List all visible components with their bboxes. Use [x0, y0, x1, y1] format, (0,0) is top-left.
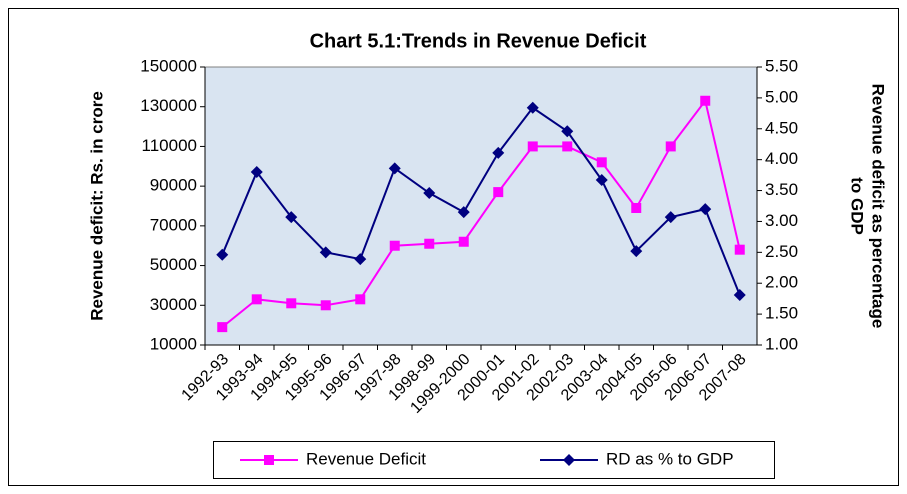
y2-tick-label: 2.50: [765, 242, 798, 261]
point: [285, 211, 298, 224]
y2-axis-label: Revenue deficit as percentage: [869, 84, 888, 329]
y-tick-label: 50000: [150, 255, 197, 274]
y-axis-label: Revenue deficit: Rs. in crore: [87, 91, 106, 321]
point: [630, 245, 643, 258]
point: [526, 101, 539, 114]
y2-axis-label: to GDP: [848, 177, 867, 235]
chart-title: Chart 5.1:Trends in Revenue Deficit: [310, 30, 647, 52]
point: [733, 288, 746, 301]
point: [596, 157, 607, 168]
point: [699, 203, 712, 216]
legend-marker: [264, 455, 274, 465]
point: [562, 141, 573, 152]
y2-tick-label: 5.50: [765, 56, 798, 75]
y2-tick-label: 1.50: [765, 304, 798, 323]
point: [492, 146, 505, 159]
point: [493, 187, 504, 198]
point: [631, 202, 642, 213]
y-tick-label: 70000: [150, 215, 197, 234]
point: [423, 187, 436, 200]
point: [664, 211, 677, 224]
point: [665, 141, 676, 152]
point: [700, 95, 711, 106]
series-line: [221, 98, 741, 328]
y-tick-label: 10000: [150, 334, 197, 353]
point: [286, 298, 297, 309]
point: [354, 253, 367, 266]
y2-tick-label: 5.00: [765, 87, 798, 106]
point: [561, 125, 574, 138]
y-tick-label: 130000: [140, 96, 197, 115]
point: [457, 206, 470, 219]
point: [734, 244, 745, 255]
point: [388, 162, 401, 175]
y2-tick-label: 3.00: [765, 211, 798, 230]
point: [319, 246, 332, 259]
point: [250, 166, 263, 179]
y-tick-label: 150000: [140, 56, 197, 75]
y2-tick-label: 3.50: [765, 180, 798, 199]
point: [424, 238, 435, 249]
legend-marker: [563, 454, 575, 466]
point: [458, 236, 469, 247]
y-tick-label: 30000: [150, 295, 197, 314]
point: [217, 322, 228, 333]
point: [595, 174, 608, 187]
point: [320, 300, 331, 311]
point: [251, 294, 262, 305]
point: [355, 294, 366, 305]
point: [216, 248, 229, 261]
y-tick-label: 90000: [150, 176, 197, 195]
legend-label: Revenue Deficit: [306, 449, 426, 468]
series-line: [221, 106, 741, 296]
y2-tick-label: 2.00: [765, 273, 798, 292]
y2-tick-label: 1.00: [765, 334, 798, 353]
y2-tick-label: 4.00: [765, 149, 798, 168]
legend-label: RD as % to GDP: [606, 449, 734, 468]
y-tick-label: 110000: [142, 136, 197, 155]
point: [527, 141, 538, 152]
plot-area: [204, 66, 758, 346]
legend-box: [213, 441, 775, 479]
y2-tick-label: 4.50: [765, 118, 798, 137]
point: [389, 240, 400, 251]
